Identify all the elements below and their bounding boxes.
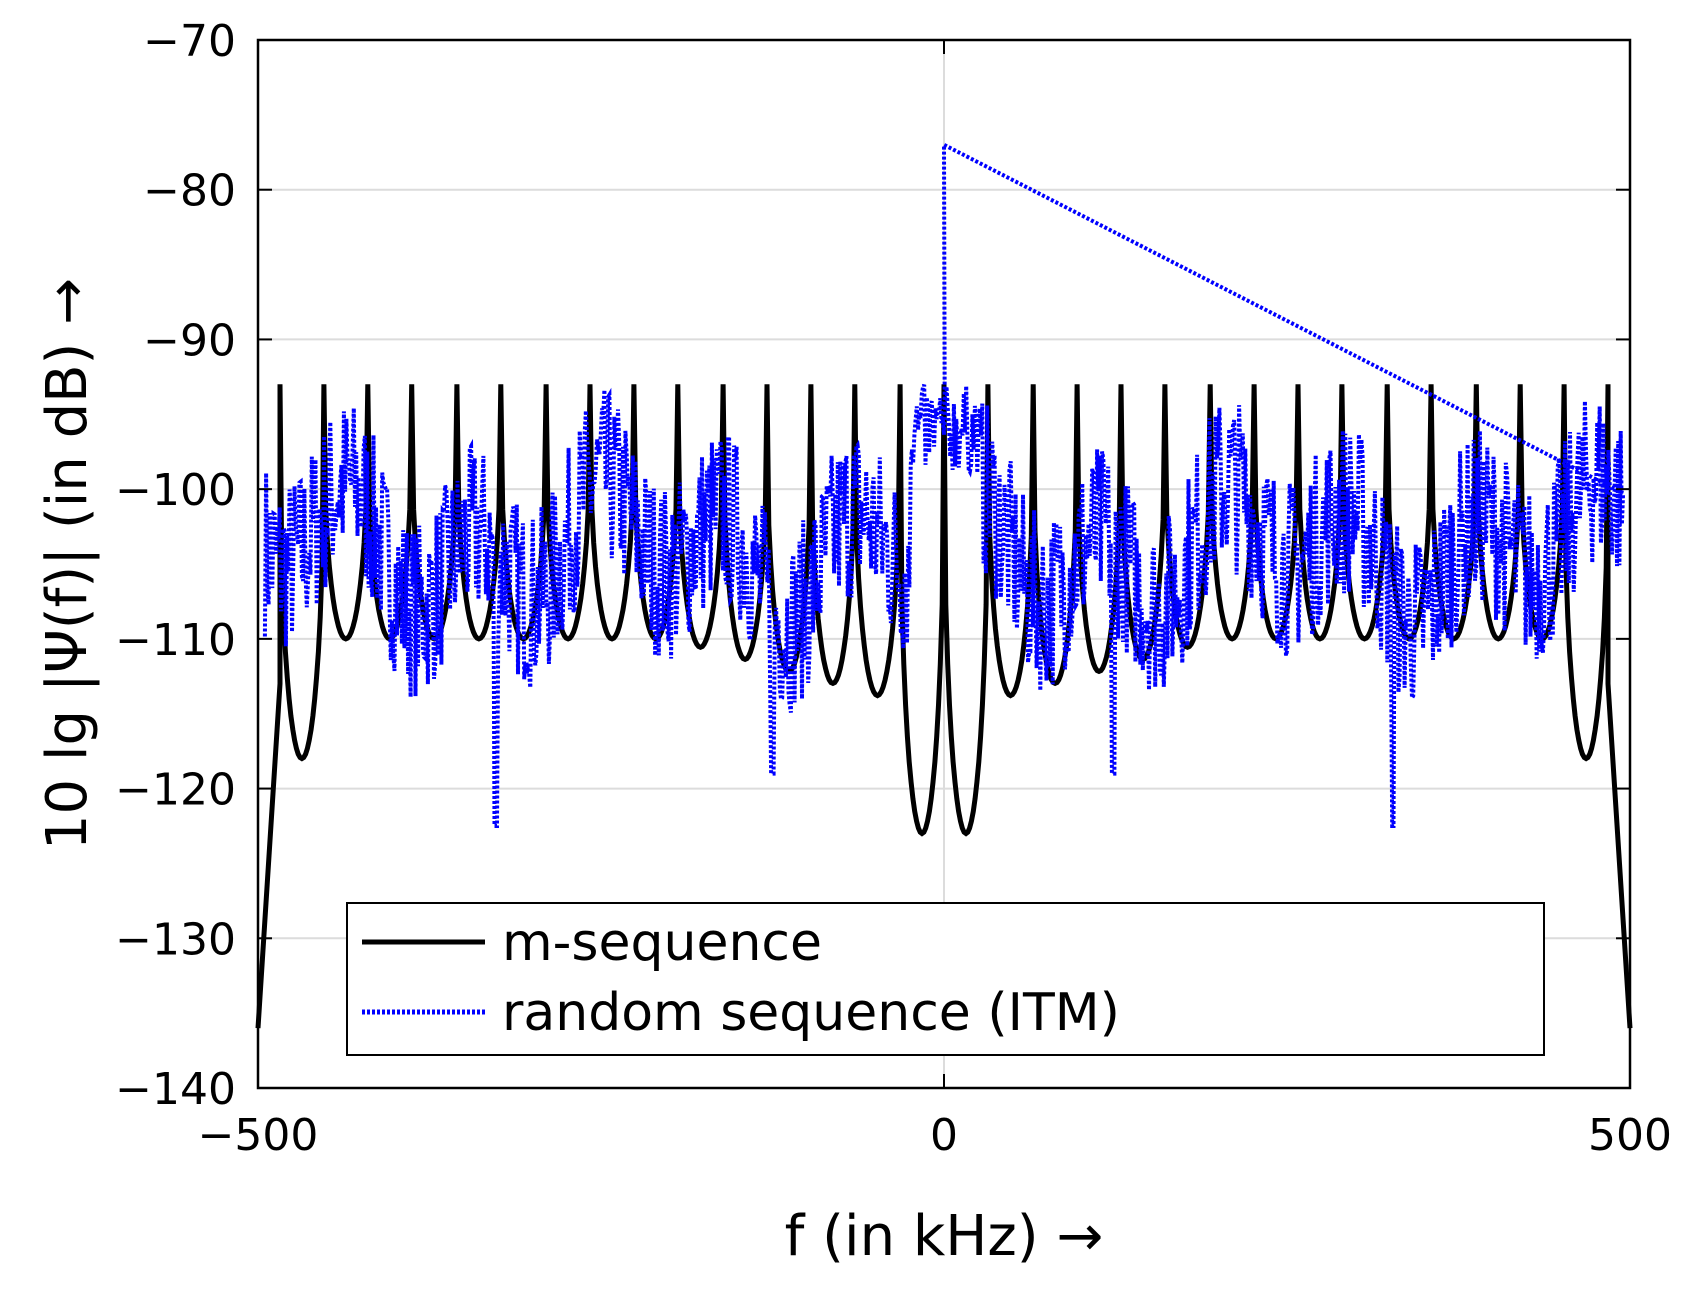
legend: m-sequence random sequence (ITM) — [346, 902, 1545, 1056]
x-tick-label: 500 — [1588, 1110, 1672, 1161]
y-tick-label: −90 — [143, 315, 236, 366]
series-line-random-sequence — [262, 141, 1626, 828]
x-tick-label: 0 — [930, 1110, 958, 1161]
legend-box — [346, 902, 1545, 1056]
y-axis-label: 10 lg |Ψ(f)| (in dB) → — [35, 278, 100, 850]
y-tick-label: −130 — [115, 914, 236, 965]
axis-ticks — [257, 39, 1631, 1089]
y-tick-label: −100 — [115, 465, 236, 516]
y-tick-label: −70 — [143, 16, 236, 67]
x-tick-label: −500 — [198, 1110, 319, 1161]
legend-label-random-sequence: random sequence (ITM) — [502, 983, 1120, 1043]
tick-labels: −140 −130 −120 −110 −100 −90 −80 −70 −500 0 500 — [115, 16, 1672, 1161]
legend-label-m-sequence: m-sequence — [502, 913, 822, 973]
y-tick-label: −80 — [143, 166, 236, 217]
y-tick-label: −140 — [115, 1064, 236, 1115]
y-tick-label: −110 — [115, 615, 236, 666]
series-layer — [255, 141, 1633, 1029]
y-tick-label: −120 — [115, 765, 236, 816]
x-axis-label: f (in kHz) → — [785, 1204, 1104, 1269]
